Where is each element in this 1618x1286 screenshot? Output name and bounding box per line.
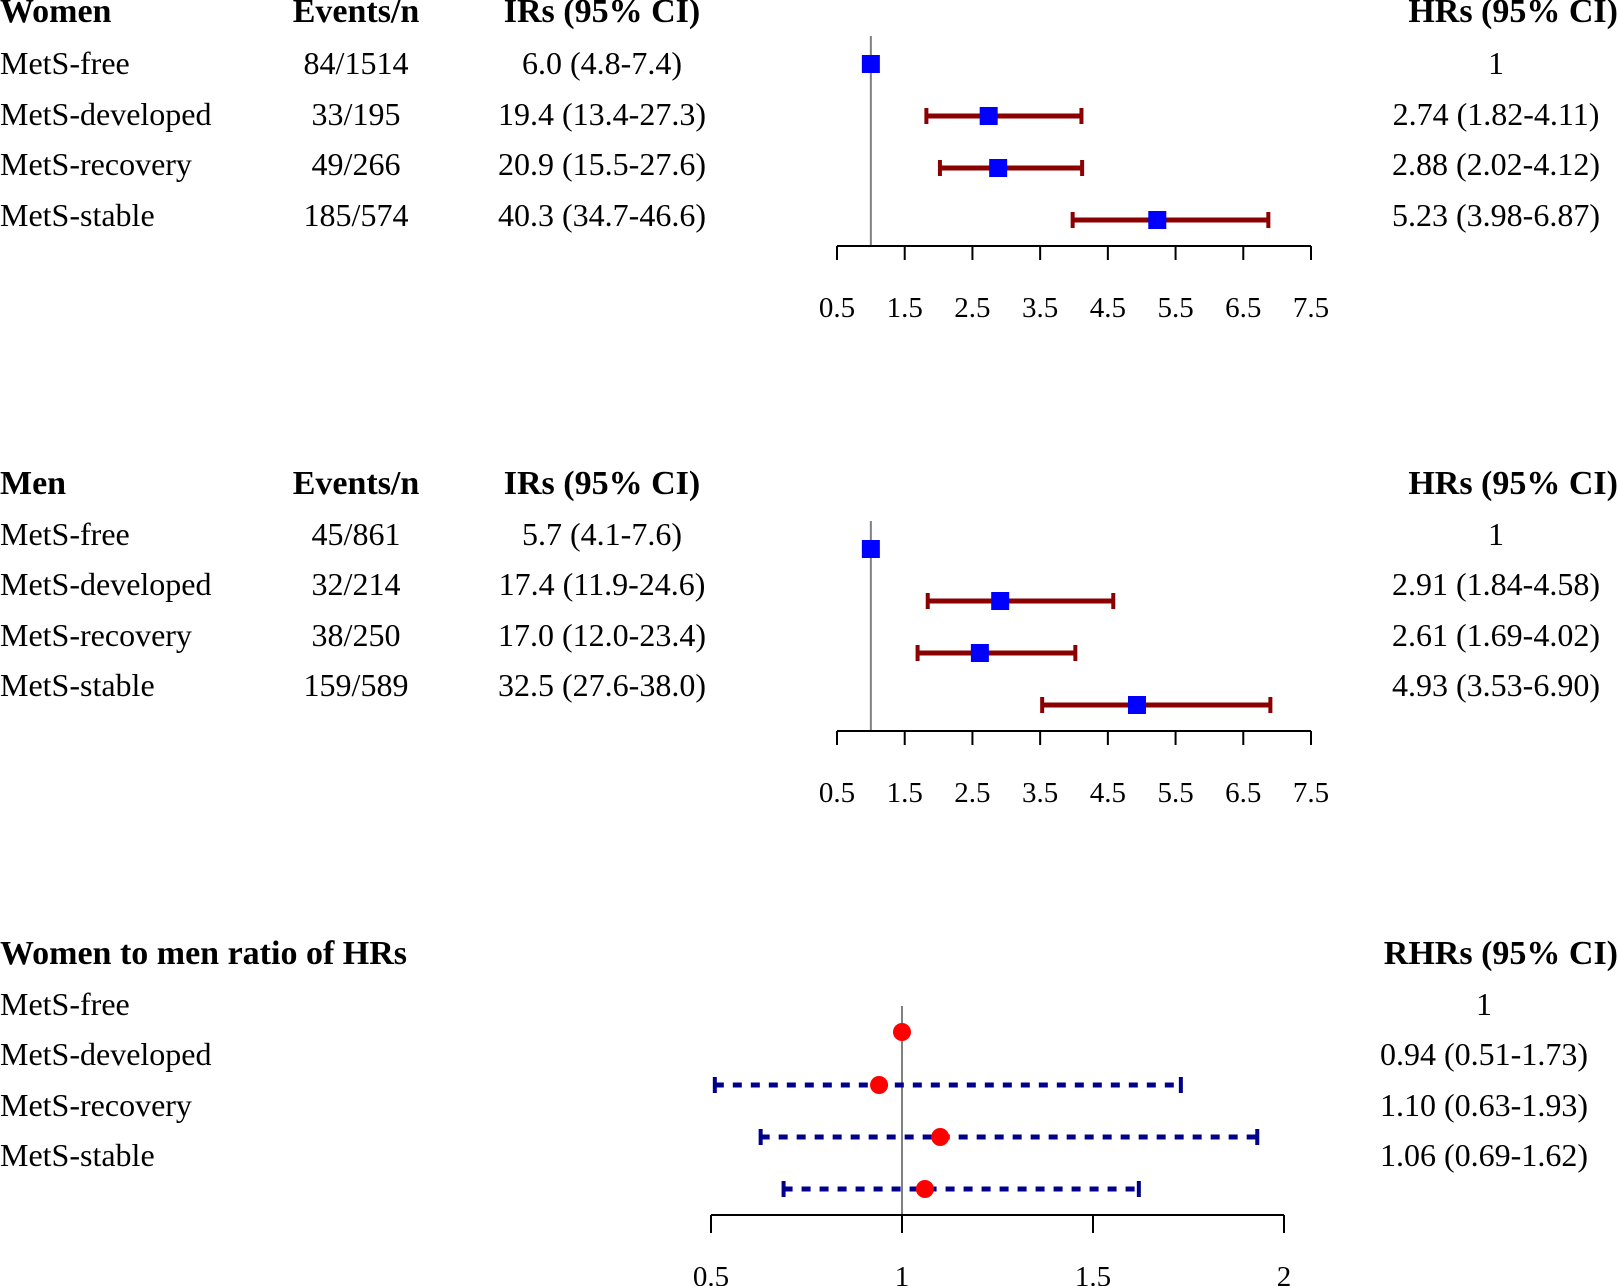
men-row-label: MetS-stable xyxy=(0,667,155,703)
men-point-estimate xyxy=(970,644,989,662)
men-row-label: MetS-developed xyxy=(0,566,212,602)
ratio-row-label: MetS-stable xyxy=(0,1137,155,1173)
men-x-tick-label: 1.5 xyxy=(887,777,923,809)
men-point-estimate xyxy=(861,540,880,558)
women-row-hr: 2.74 (1.82-4.11) xyxy=(1392,96,1600,132)
women-row-hr: 5.23 (3.98-6.87) xyxy=(1392,197,1600,233)
ratio-x-tick-label: 1 xyxy=(895,1261,910,1286)
women-x-tick-label: 7.5 xyxy=(1293,292,1329,324)
men-x-tick-label: 7.5 xyxy=(1293,777,1329,809)
women-title: Women xyxy=(0,0,112,30)
women-x-tick-label: 0.5 xyxy=(819,292,855,324)
men-row-hr: 2.91 (1.84-4.58) xyxy=(1392,566,1600,602)
men-row-ir: 17.4 (11.9-24.6) xyxy=(498,566,706,602)
women-point-estimate xyxy=(1148,211,1167,229)
women-events-header: Events/n xyxy=(292,0,420,30)
women-x-tick-label: 6.5 xyxy=(1225,292,1261,324)
women-x-tick-label: 4.5 xyxy=(1090,292,1126,324)
women-row-label: MetS-stable xyxy=(0,197,155,233)
men-x-tick-label: 2.5 xyxy=(954,777,990,809)
men-row-ir: 17.0 (12.0-23.4) xyxy=(498,617,706,653)
men-x-tick-label: 6.5 xyxy=(1225,777,1261,809)
women-row-ir: 40.3 (34.7-46.6) xyxy=(498,197,706,233)
men-row-label: MetS-free xyxy=(0,516,130,552)
men-point-estimate xyxy=(1127,696,1146,714)
women-x-tick-label: 1.5 xyxy=(887,292,923,324)
women-row-label: MetS-developed xyxy=(0,96,212,132)
women-irs-header: IRs (95% CI) xyxy=(503,0,701,30)
women-x-tick-label: 3.5 xyxy=(1022,292,1058,324)
women-row-events: 33/195 xyxy=(311,96,401,132)
men-row-events: 159/589 xyxy=(303,667,409,703)
ratio-x-tick-label: 1.5 xyxy=(1075,1261,1111,1286)
men-title: Men xyxy=(0,465,67,502)
men-row-ir: 5.7 (4.1-7.6) xyxy=(522,516,682,552)
women-row-ir: 19.4 (13.4-27.3) xyxy=(498,96,706,132)
women-row-ir: 20.9 (15.5-27.6) xyxy=(498,146,706,182)
ratio-row-rhr: 1 xyxy=(1476,986,1492,1022)
men-row-hr: 4.93 (3.53-6.90) xyxy=(1392,667,1600,703)
women-point-estimate xyxy=(989,159,1008,177)
women-row-label: MetS-recovery xyxy=(0,146,192,182)
men-point-estimate xyxy=(991,592,1010,610)
ratio-row-rhr: 0.94 (0.51-1.73) xyxy=(1380,1036,1588,1072)
men-irs-header: IRs (95% CI) xyxy=(503,465,701,502)
men-events-header: Events/n xyxy=(292,465,420,502)
men-row-hr: 2.61 (1.69-4.02) xyxy=(1392,617,1600,653)
women-row-events: 185/574 xyxy=(303,197,409,233)
men-hrs-header: HRs (95% CI) xyxy=(1408,465,1618,502)
ratio-row-label: MetS-free xyxy=(0,986,130,1022)
women-x-tick-label: 2.5 xyxy=(954,292,990,324)
men-row-events: 38/250 xyxy=(311,617,401,653)
men-row-ir: 32.5 (27.6-38.0) xyxy=(498,667,706,703)
ratio-row-label: MetS-recovery xyxy=(0,1087,192,1123)
women-row-hr: 1 xyxy=(1488,45,1504,81)
men-row-label: MetS-recovery xyxy=(0,617,192,653)
women-row-events: 84/1514 xyxy=(303,45,409,81)
men-x-tick-label: 5.5 xyxy=(1157,777,1193,809)
women-point-estimate xyxy=(979,107,998,125)
ratio-title: Women to men ratio of HRs xyxy=(0,935,408,972)
women-row-ir: 6.0 (4.8-7.4) xyxy=(522,45,682,81)
women-row-events: 49/266 xyxy=(311,146,401,182)
ratio-rhrs-header: RHRs (95% CI) xyxy=(1383,935,1618,972)
ratio-row-rhr: 1.06 (0.69-1.62) xyxy=(1380,1137,1588,1173)
ratio-point-estimate xyxy=(870,1076,889,1094)
men-x-tick-label: 0.5 xyxy=(819,777,855,809)
ratio-row-label: MetS-developed xyxy=(0,1036,212,1072)
ratio-x-tick-label: 2 xyxy=(1277,1261,1292,1286)
men-x-tick-label: 3.5 xyxy=(1022,777,1058,809)
ratio-point-estimate xyxy=(915,1180,934,1198)
ratio-x-tick-label: 0.5 xyxy=(693,1261,729,1286)
ratio-point-estimate xyxy=(893,1023,911,1041)
men-x-tick-label: 4.5 xyxy=(1090,777,1126,809)
women-row-label: MetS-free xyxy=(0,45,130,81)
women-hrs-header: HRs (95% CI) xyxy=(1408,0,1618,30)
men-row-hr: 1 xyxy=(1488,516,1504,552)
men-row-events: 45/861 xyxy=(311,516,401,552)
women-row-hr: 2.88 (2.02-4.12) xyxy=(1392,146,1600,182)
women-x-tick-label: 5.5 xyxy=(1157,292,1193,324)
ratio-point-estimate xyxy=(931,1128,950,1146)
women-point-estimate xyxy=(861,55,880,73)
ratio-row-rhr: 1.10 (0.63-1.93) xyxy=(1380,1087,1588,1123)
men-row-events: 32/214 xyxy=(311,566,401,602)
